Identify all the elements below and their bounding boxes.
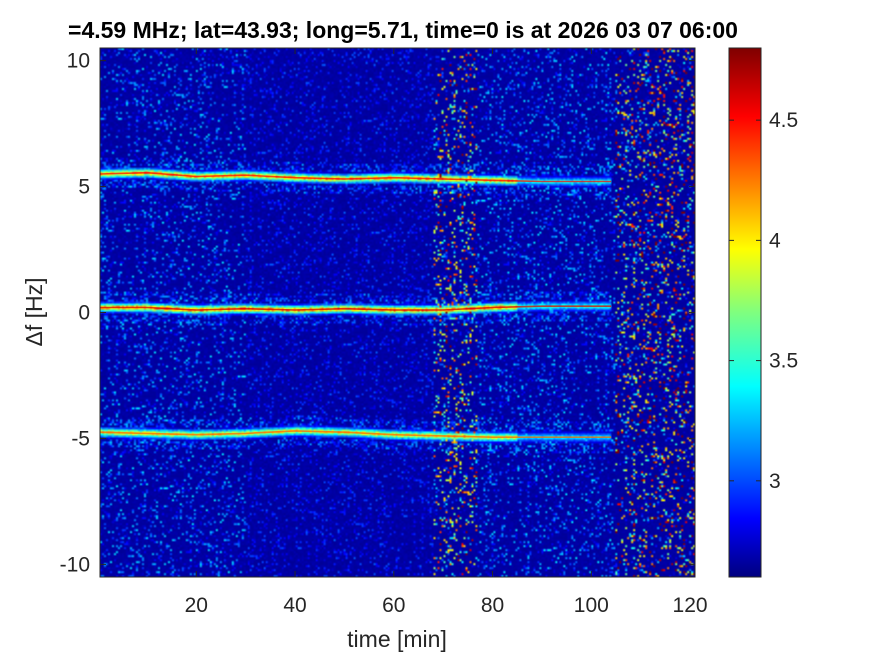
signal-trace-1 xyxy=(99,171,612,183)
y-tick-label: 5 xyxy=(78,176,90,199)
x-axis-ticks: 20 40 60 80 100 120 xyxy=(185,48,708,617)
colorbar-gradient xyxy=(728,47,762,578)
x-tick-label: 60 xyxy=(382,594,405,617)
colorbar-tick-label: 4 xyxy=(769,229,781,252)
x-tick-label: 120 xyxy=(673,594,708,617)
x-tick-label: 40 xyxy=(283,594,306,617)
signal-trace-2 xyxy=(100,305,612,311)
plot-area xyxy=(99,47,696,578)
colorbar-ticks: 3 3.5 4 4.5 xyxy=(729,109,798,493)
colorbar-tick-label: 3.5 xyxy=(769,350,798,373)
y-axis-label: Δf [Hz] xyxy=(21,277,47,346)
x-tick-label: 100 xyxy=(574,594,609,617)
x-axis-label: time [min] xyxy=(347,626,447,652)
x-tick-label: 20 xyxy=(185,594,208,617)
y-tick-label: 0 xyxy=(78,302,90,325)
y-axis-ticks: 10 5 0 -5 -10 xyxy=(60,50,695,576)
signal-trace-3 xyxy=(99,430,612,438)
y-tick-label: -5 xyxy=(71,427,90,450)
y-tick-label: 10 xyxy=(67,50,90,73)
y-tick-label: -10 xyxy=(60,553,90,576)
colorbar-tick-label: 3 xyxy=(769,470,781,493)
colorbar-tick-label: 4.5 xyxy=(769,109,798,132)
colorbar: 3 3.5 4 4.5 xyxy=(728,47,798,578)
spectrogram-heatmap xyxy=(100,48,695,577)
x-tick-label: 80 xyxy=(481,594,504,617)
chart-title: =4.59 MHz; lat=43.93; long=5.71, time=0 … xyxy=(68,17,738,43)
signal-traces xyxy=(99,171,612,438)
